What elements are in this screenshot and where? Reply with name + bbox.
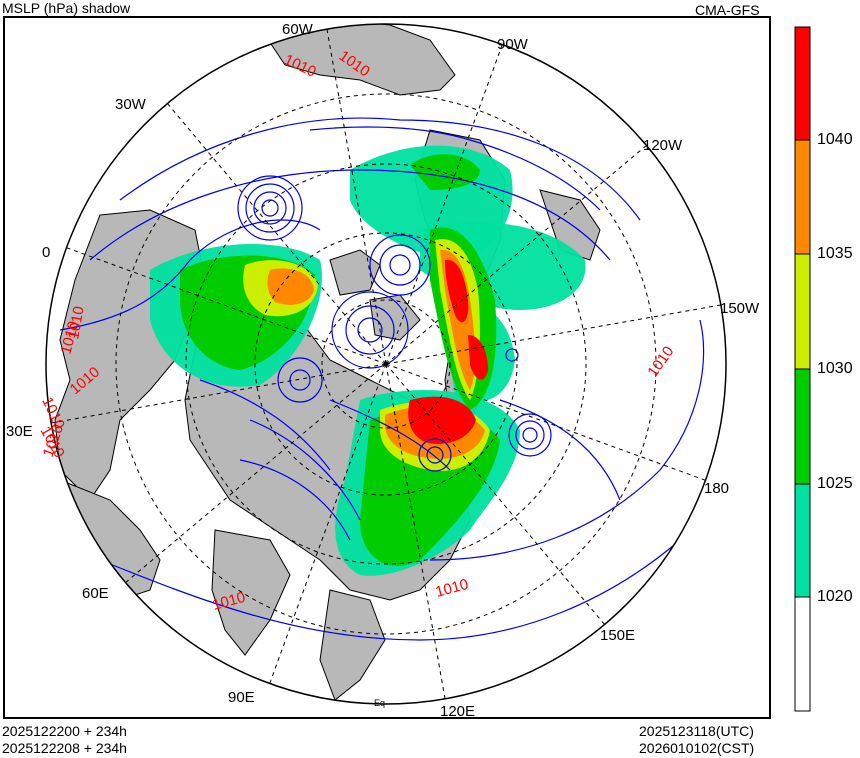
colorbar-label-1035: 1035 [817, 245, 853, 262]
meridian-line [167, 103, 387, 365]
meridian-line [269, 363, 387, 684]
model-name: CMA-GFS [695, 2, 760, 18]
meridians [51, 29, 721, 699]
globe-border [45, 23, 727, 705]
colorbar-swatch-white [794, 596, 811, 712]
meridian-line [385, 363, 605, 625]
isobar-contours [59, 117, 705, 641]
lon-label-60w: 60W [282, 21, 313, 38]
latitude-circles [115, 93, 657, 635]
lon-label-90e: 90E [228, 689, 255, 706]
meridian-line [66, 247, 387, 365]
lon-label-150e: 150E [600, 627, 636, 644]
init-time-cst: 2025122208 + 234h [2, 740, 127, 756]
meridian-line [385, 44, 503, 365]
contour-label: 1010 [65, 305, 88, 341]
colorbar-label-1025: 1025 [817, 475, 853, 492]
colorbar-swatch-1025 [794, 368, 811, 485]
lon-label-60e: 60E [82, 585, 109, 602]
pressure-shading [150, 145, 586, 576]
valid-time-cst: 2026010102(CST) [639, 740, 755, 756]
meridian-line [51, 363, 387, 424]
colorbar-swatch-1020 [794, 483, 811, 598]
equator-label: Eq [374, 698, 385, 708]
meridian-line [385, 363, 446, 699]
meridian-line [385, 363, 706, 481]
meridian-line [385, 304, 721, 365]
colorbar-label-1030: 1030 [817, 360, 853, 377]
lon-label-0: 0 [42, 244, 51, 261]
init-time-utc: 2025122200 + 234h [2, 723, 127, 739]
meridian-line [326, 29, 387, 365]
lon-label-150w: 150W [720, 300, 760, 317]
meridian-line [385, 145, 647, 365]
meridian-line [125, 363, 387, 583]
colorbar-swatch-1040 [794, 26, 811, 141]
valid-time-utc: 2025123118(UTC) [639, 723, 754, 739]
colorbar [794, 26, 811, 712]
colorbar-swatch-1030 [794, 253, 811, 370]
colorbar-label-1020: 1020 [817, 588, 853, 605]
lon-label-120w: 120W [643, 137, 683, 154]
lon-label-90w: 90W [497, 36, 528, 53]
lon-label-120e: 120E [440, 703, 476, 720]
lon-label-30e: 30E [6, 423, 33, 440]
lon-label-30w: 30W [115, 96, 146, 113]
colorbar-label-1040: 1040 [817, 131, 853, 148]
plot-frame [3, 16, 771, 719]
colorbar-swatch-1035 [794, 139, 811, 255]
lon-label-180: 180 [704, 480, 730, 497]
map-title: MSLP (hPa) shadow [2, 0, 131, 16]
